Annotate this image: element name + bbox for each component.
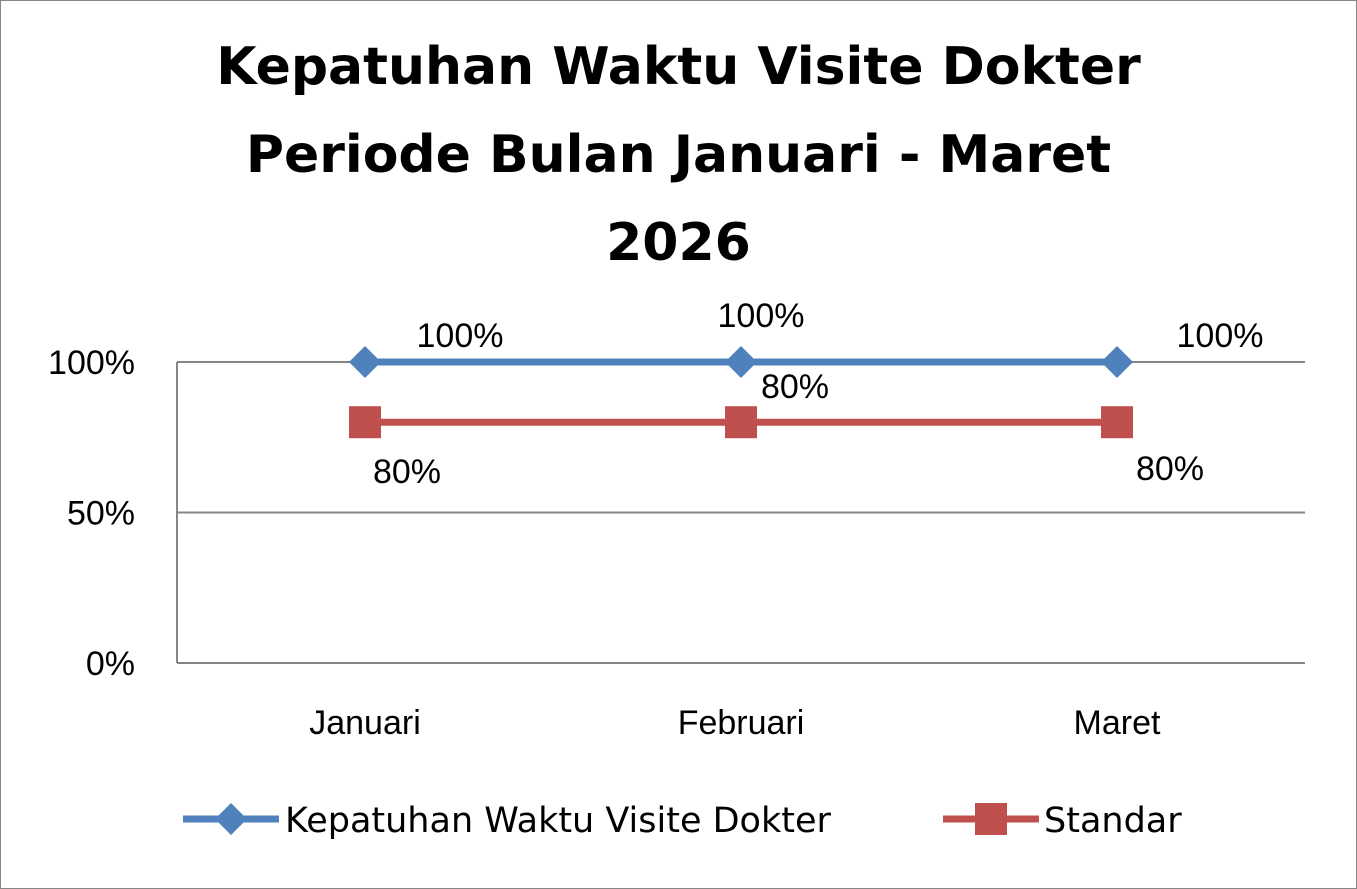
legend-square-marker [975,803,1007,835]
y-tick-label: 100% [48,344,135,382]
legend-label: Kepatuhan Waktu Visite Dokter [285,801,831,841]
data-label: 100% [1177,317,1264,355]
chart-title-line-2: Periode Bulan Januari - Maret [245,125,1112,185]
chart-title: Kepatuhan Waktu Visite Dokter Periode Bu… [1,23,1356,287]
data-label: 80% [373,453,441,491]
x-tick-label: Maret [1074,704,1161,742]
square-marker [349,406,381,439]
diamond-marker [1101,346,1133,378]
chart-title-line-1: Kepatuhan Waktu Visite Dokter [216,37,1141,97]
square-marker [725,406,757,439]
diamond-marker [349,346,381,378]
square-marker [1101,406,1133,439]
legend-diamond-marker [215,803,247,835]
data-label: 100% [417,317,504,355]
y-tick-label: 50% [67,495,135,533]
data-label: 80% [761,368,829,406]
x-tick-label: Februari [678,704,805,742]
data-label: 100% [718,297,805,335]
diamond-marker [725,346,757,378]
chart-title-line-3: 2026 [606,213,751,273]
y-tick-label: 0% [86,645,135,683]
legend-label: Standar [1044,801,1182,841]
data-label: 80% [1136,450,1204,488]
x-tick-label: Januari [309,704,421,742]
